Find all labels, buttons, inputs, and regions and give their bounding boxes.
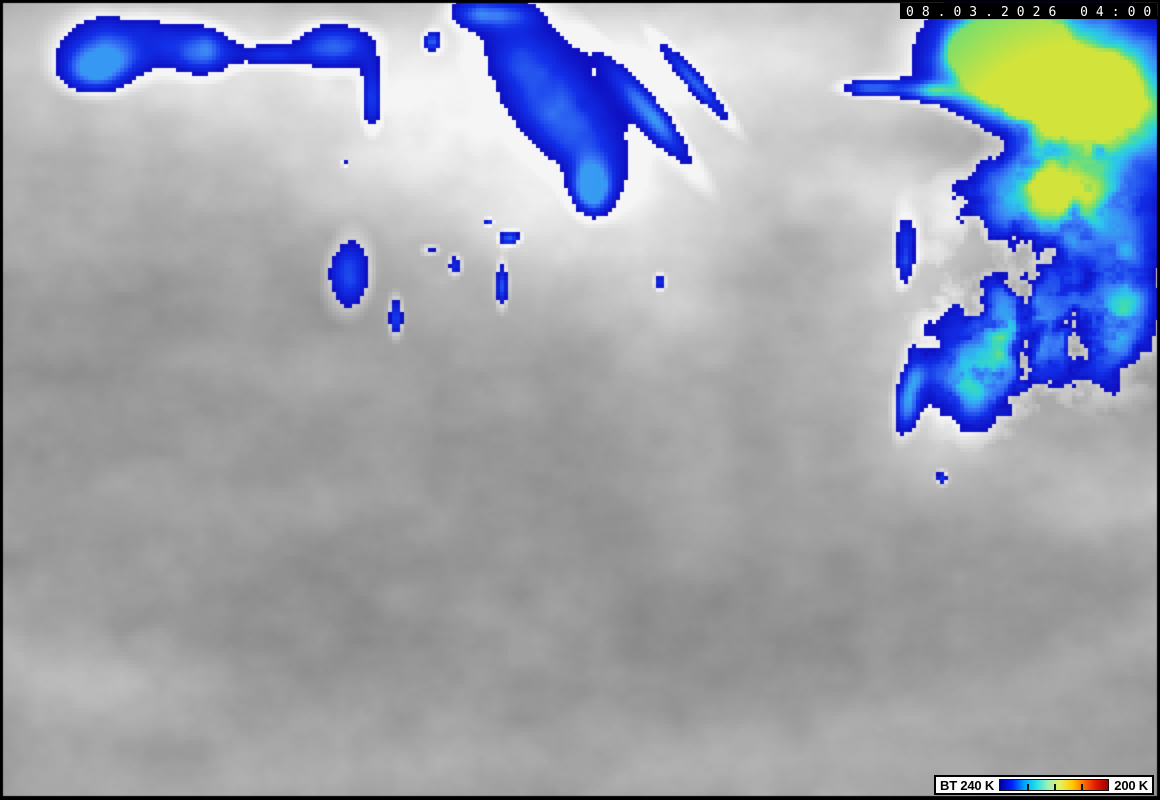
colorbar-gradient xyxy=(999,779,1110,791)
colorbar-tick xyxy=(1081,784,1084,790)
colorbar-tick xyxy=(1027,784,1030,790)
timestamp-bar: 08.03.2026 04:00 xyxy=(900,3,1157,19)
legend-min-label: BT 240 K xyxy=(940,777,995,793)
timestamp-text: 08.03.2026 04:00 xyxy=(906,5,1157,19)
legend-max-label: 200 K xyxy=(1114,777,1148,793)
colorbar-tick xyxy=(1054,784,1057,790)
colorbar-legend: BT 240 K 200 K xyxy=(934,775,1154,795)
